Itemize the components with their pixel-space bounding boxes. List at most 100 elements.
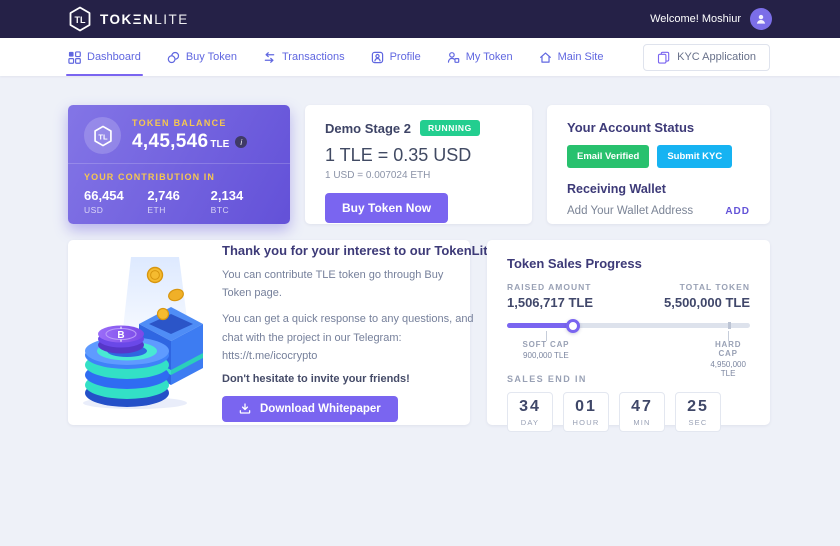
hard-cap-tick xyxy=(728,331,730,341)
tab-dashboard[interactable]: Dashboard xyxy=(66,38,143,76)
svg-text:B: B xyxy=(117,330,124,341)
download-icon xyxy=(239,403,251,414)
coins-icon xyxy=(167,51,179,63)
top-header: TL TOKΞNLITE Welcome! Moshiur xyxy=(0,0,840,38)
submit-kyc-badge[interactable]: Submit KYC xyxy=(657,145,733,168)
svg-text:TL: TL xyxy=(98,132,108,141)
countdown-value: 01 xyxy=(575,398,597,415)
balance-divider xyxy=(68,163,290,164)
contribution-currency: USD xyxy=(84,205,104,215)
countdown-unit: DAY xyxy=(520,418,540,427)
balance-unit: TLE xyxy=(210,139,230,150)
contribution-currency: BTC xyxy=(210,205,230,215)
soft-cap-value: 900,000 TLE xyxy=(523,351,569,360)
sales-progress-bar xyxy=(507,318,750,341)
tab-label: Buy Token xyxy=(185,51,237,63)
tab-label: Transactions xyxy=(282,51,345,63)
balance-logo-circle: TL xyxy=(84,117,121,154)
countdown-value: 25 xyxy=(687,398,709,415)
tab-transactions[interactable]: Transactions xyxy=(263,38,345,76)
tab-label: My Token xyxy=(465,51,513,63)
kyc-file-icon xyxy=(658,51,670,64)
thank-you-card: B Thank you for your interest to our Tok… xyxy=(68,240,495,425)
user-area: Welcome! Moshiur xyxy=(650,8,772,30)
thank-you-paragraph-2: You can get a quick response to any ques… xyxy=(222,313,474,362)
top-cards-row: TL TOKEN BALANCE 4,45,546 TLE i YOUR CON… xyxy=(68,105,770,224)
balance-block: TOKEN BALANCE 4,45,546 TLE i xyxy=(132,118,248,153)
sales-end-label: SALES END IN xyxy=(507,374,587,384)
download-button-label: Download Whitepaper xyxy=(260,402,381,415)
tab-main-site[interactable]: Main Site xyxy=(539,38,603,76)
contribution-title: YOUR CONTRIBUTION IN xyxy=(84,172,215,182)
countdown-value: 34 xyxy=(519,398,541,415)
tab-profile[interactable]: Profile xyxy=(371,38,421,76)
tab-my-token[interactable]: My Token xyxy=(447,38,513,76)
contribution-block: YOUR CONTRIBUTION IN 66,454 USD 2,746 ET… xyxy=(68,164,290,215)
wallet-row: Add Your Wallet Address ADD xyxy=(567,205,750,217)
cap-labels: SOFT CAP 900,000 TLE HARD CAP 4,950,000 … xyxy=(507,340,750,378)
soft-cap-label: SOFT CAP xyxy=(522,340,570,349)
countdown-unit: HOUR xyxy=(572,418,600,427)
profile-card-icon xyxy=(371,51,383,63)
total-token-label: TOTAL TOKEN xyxy=(679,282,750,292)
person-icon xyxy=(756,14,766,24)
logo[interactable]: TL TOKΞNLITE xyxy=(68,6,189,32)
tab-label: Dashboard xyxy=(87,51,141,63)
token-stage-card: Demo Stage 2 RUNNING 1 TLE = 0.35 USD 1 … xyxy=(305,105,532,224)
soft-cap-tick xyxy=(545,331,547,341)
tab-label: Profile xyxy=(389,51,421,63)
balance-amount-row: 4,45,546 TLE i xyxy=(132,131,248,153)
soft-cap-label-block: SOFT CAP 900,000 TLE xyxy=(522,340,569,360)
balance-top: TL TOKEN BALANCE 4,45,546 TLE i xyxy=(68,105,290,163)
hard-cap-label: HARD CAP xyxy=(714,340,742,358)
wallet-hint: Add Your Wallet Address xyxy=(567,205,694,217)
contribution-currency: ETH xyxy=(147,205,166,215)
user-token-icon xyxy=(447,51,460,63)
swap-arrows-icon xyxy=(264,51,275,63)
countdown-hour-box: 01 HOUR xyxy=(563,392,609,432)
tab-buy-token[interactable]: Buy Token xyxy=(167,38,237,76)
total-token-block: TOTAL TOKEN 5,500,000 TLE xyxy=(664,282,750,310)
logo-cube-icon: TL xyxy=(69,6,91,32)
email-verified-badge[interactable]: Email Verified xyxy=(567,145,650,168)
countdown-sec-box: 25 SEC xyxy=(675,392,721,432)
hard-cap-label-block: HARD CAP 4,950,000 TLE xyxy=(710,340,746,378)
download-whitepaper-button[interactable]: Download Whitepaper xyxy=(222,395,398,422)
thank-you-body: Thank you for your interest to our Token… xyxy=(218,243,495,422)
contribution-btc: 2,134 BTC xyxy=(211,188,274,215)
receiving-wallet-title: Receiving Wallet xyxy=(567,182,666,196)
countdown-unit: MIN xyxy=(633,418,651,427)
progress-handle[interactable] xyxy=(565,318,580,333)
sales-progress-title: Token Sales Progress xyxy=(507,256,642,271)
account-status-title: Your Account Status xyxy=(567,120,695,135)
dashboard-content: TL TOKEN BALANCE 4,45,546 TLE i YOUR CON… xyxy=(0,76,840,432)
countdown-unit: SEC xyxy=(688,418,708,427)
thank-you-title: Thank you for your interest to our Token… xyxy=(222,243,495,259)
countdown: 34 DAY 01 HOUR 47 MIN 25 SEC xyxy=(507,392,750,432)
contribution-value: 2,746 xyxy=(147,188,180,203)
token-price: 1 TLE = 0.35 USD xyxy=(325,145,472,165)
bitcoin-coin-icon: B xyxy=(98,325,144,353)
dashboard-icon xyxy=(68,50,81,64)
raised-amount-block: RAISED AMOUNT 1,506,717 TLE xyxy=(507,282,593,310)
user-avatar[interactable] xyxy=(750,8,772,30)
info-icon[interactable]: i xyxy=(235,136,248,148)
contribution-value: 66,454 xyxy=(84,188,124,203)
main-nav: Dashboard Buy Token Transactions Profile xyxy=(0,38,840,76)
crypto-coins-illustration: B xyxy=(76,256,218,409)
account-status-card: Your Account Status Email Verified Submi… xyxy=(547,105,770,224)
contribution-eth: 2,746 ETH xyxy=(147,188,210,215)
welcome-text: Welcome! Moshiur xyxy=(650,13,741,25)
token-balance-card: TL TOKEN BALANCE 4,45,546 TLE i YOUR CON… xyxy=(68,105,290,224)
logo-cube-icon: TL xyxy=(93,125,112,146)
kyc-application-button[interactable]: KYC Application xyxy=(643,43,770,71)
svg-text:TL: TL xyxy=(75,15,86,25)
contribution-value: 2,134 xyxy=(210,188,244,203)
status-badges: Email Verified Submit KYC xyxy=(567,145,750,168)
token-sales-progress-card: Token Sales Progress RAISED AMOUNT 1,506… xyxy=(487,240,770,432)
add-wallet-link[interactable]: ADD xyxy=(725,205,750,217)
raised-amount-value: 1,506,717 TLE xyxy=(507,295,593,310)
buy-token-now-button[interactable]: Buy Token Now xyxy=(325,193,449,223)
hard-cap-notch xyxy=(728,322,732,329)
balance-amount: 4,45,546 xyxy=(132,131,209,152)
